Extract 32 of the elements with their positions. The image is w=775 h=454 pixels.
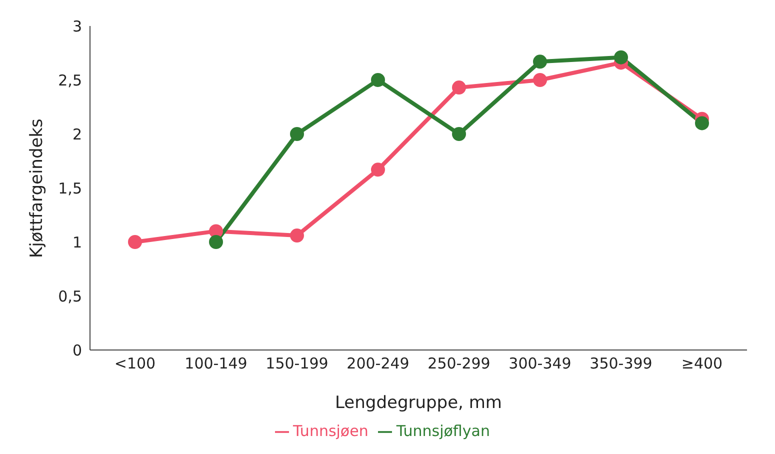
legend-label: Tunnsjøflyan: [396, 422, 490, 440]
point: [209, 224, 223, 238]
point: [371, 73, 385, 87]
y-tick-label: 3: [72, 17, 82, 36]
point: [290, 228, 304, 243]
y-tick-label: 1: [72, 233, 82, 252]
point: [533, 54, 547, 69]
x-tick-label: ≥400: [681, 354, 723, 373]
y-axis-title: Kjøttfargeindeks: [27, 118, 48, 258]
point: [290, 127, 304, 141]
x-axis-title: Lengdegruppe, mm: [335, 393, 502, 413]
legend-label: Tunnsjøen: [293, 422, 368, 440]
x-tick-label: 150-199: [266, 354, 328, 373]
point: [533, 73, 547, 87]
x-tick-label: 250-299: [428, 354, 490, 373]
y-tick-label: 2,5: [58, 71, 82, 90]
x-tick-label: 350-399: [590, 354, 652, 373]
point: [209, 235, 223, 249]
point: [371, 162, 385, 177]
point: [128, 235, 142, 249]
point: [452, 80, 466, 95]
point: [614, 50, 628, 64]
x-tick-label: <100: [114, 354, 156, 373]
y-tick-label: 0: [72, 341, 82, 360]
y-tick-label: 0,5: [58, 287, 82, 306]
x-tick-label: 300-349: [508, 354, 572, 373]
y-tick-label: 1,5: [58, 179, 82, 198]
point: [452, 127, 466, 141]
y-tick-label: 2: [72, 125, 82, 144]
x-tick-label: 100-149: [184, 354, 248, 373]
x-tick-label: 200-249: [346, 354, 410, 373]
point: [695, 116, 709, 130]
